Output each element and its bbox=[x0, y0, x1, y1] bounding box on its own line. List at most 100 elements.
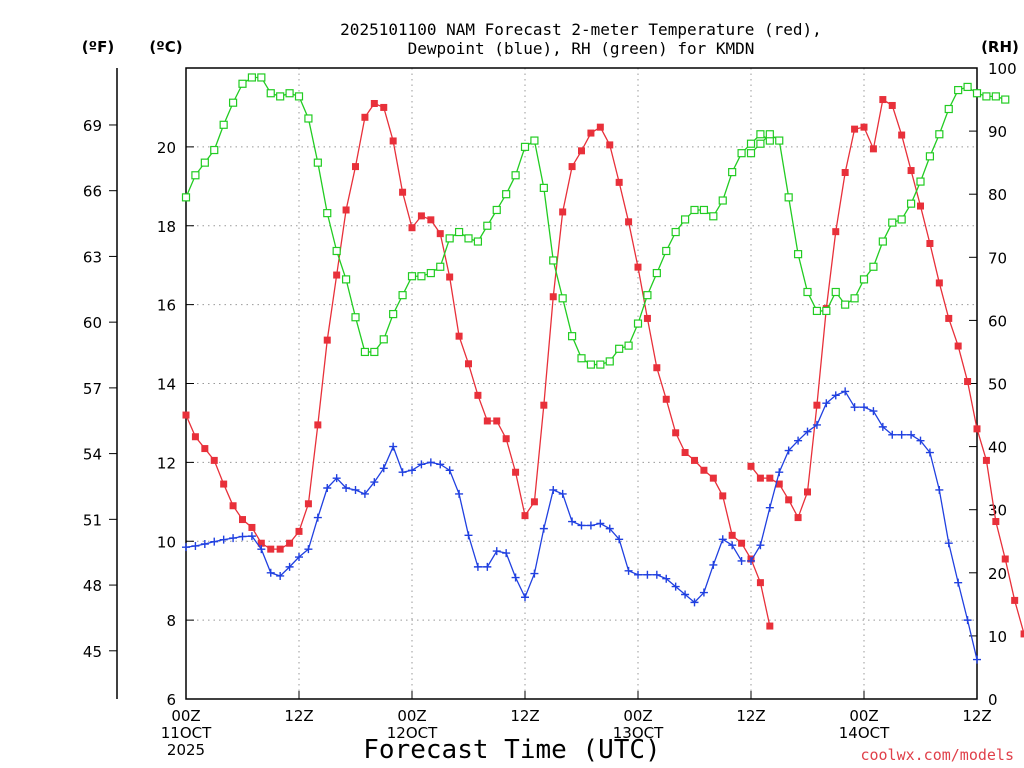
temperature-point bbox=[888, 101, 896, 109]
dewpoint-point bbox=[464, 531, 473, 540]
dewpoint-point bbox=[229, 534, 238, 543]
rh-point bbox=[1001, 95, 1010, 104]
dewpoint-point bbox=[304, 545, 313, 554]
dewpoint-point bbox=[285, 562, 294, 571]
temperature-point bbox=[417, 212, 425, 220]
rh-point bbox=[238, 79, 247, 88]
fahrenheit-tick-label: 69 bbox=[83, 117, 102, 135]
temperature-point bbox=[954, 342, 962, 350]
dewpoint-point bbox=[370, 478, 379, 487]
dewpoint-point bbox=[615, 535, 624, 544]
rh-point bbox=[191, 171, 200, 180]
rh-tick-label: 10 bbox=[988, 628, 1007, 646]
rh-tick-label: 50 bbox=[988, 376, 1007, 394]
rh-point bbox=[841, 300, 850, 309]
x-axis-title: Forecast Time (UTC) bbox=[363, 735, 660, 765]
dewpoint-point bbox=[605, 524, 614, 533]
rh-point bbox=[549, 256, 558, 265]
dewpoint-point bbox=[765, 503, 774, 512]
temperature-point bbox=[662, 395, 670, 403]
temperature-point bbox=[813, 401, 821, 409]
dewpoint-point bbox=[210, 537, 219, 546]
dewpoint-point bbox=[568, 517, 577, 526]
dewpoint-point bbox=[850, 403, 859, 412]
celsius-tick-label: 10 bbox=[157, 533, 176, 551]
dewpoint-point bbox=[360, 489, 369, 498]
dewpoint-point bbox=[408, 466, 416, 475]
rh-point bbox=[897, 215, 906, 224]
dewpoint-point bbox=[502, 549, 511, 558]
rh-tick-label: 30 bbox=[988, 502, 1007, 520]
temperature-point bbox=[964, 378, 972, 386]
fahrenheit-tick-label: 51 bbox=[83, 511, 102, 529]
rh-point bbox=[228, 98, 238, 107]
rh-point bbox=[558, 294, 567, 303]
rh-point bbox=[775, 136, 784, 145]
rh-point bbox=[944, 104, 953, 114]
rh-point bbox=[680, 215, 690, 224]
rh-point bbox=[389, 309, 398, 319]
x-tick-label: 00Z bbox=[623, 707, 652, 725]
temperature-point bbox=[380, 103, 388, 111]
dewpoint-point bbox=[238, 532, 247, 541]
dewpoint-point bbox=[426, 458, 435, 467]
dewpoint-point bbox=[822, 399, 831, 408]
rh-point bbox=[643, 291, 652, 300]
rh-point bbox=[304, 114, 313, 123]
temperature-point bbox=[295, 527, 303, 535]
temperature-point bbox=[587, 129, 595, 137]
celsius-tick-label: 14 bbox=[157, 376, 176, 394]
rh-point bbox=[341, 275, 351, 284]
dewpoint-point bbox=[671, 582, 680, 591]
temperature-point bbox=[389, 137, 397, 145]
rh-point bbox=[502, 190, 511, 199]
rh-point bbox=[831, 287, 840, 297]
rh-point bbox=[982, 92, 991, 101]
source-credit: coolwx.com/models bbox=[860, 746, 1014, 764]
rh-point bbox=[709, 212, 718, 221]
x-tick-label: 2025 bbox=[167, 741, 205, 759]
temperature-point bbox=[521, 512, 529, 520]
dewpoint-point bbox=[389, 442, 398, 451]
temperature-point bbox=[248, 523, 256, 531]
dewpoint-point bbox=[247, 532, 256, 541]
rh-point bbox=[407, 272, 417, 281]
dewpoint-point bbox=[313, 513, 322, 522]
temperature-point bbox=[182, 411, 190, 419]
rh-point bbox=[332, 246, 341, 256]
temperature-point bbox=[408, 224, 416, 232]
rh-point bbox=[492, 205, 501, 215]
temperature-point bbox=[257, 539, 265, 547]
dewpoint-point bbox=[417, 460, 426, 469]
temperature-point bbox=[446, 273, 454, 281]
x-tick-label: 00Z bbox=[397, 707, 426, 725]
temperature-point bbox=[992, 518, 1000, 526]
dewpoint-point bbox=[511, 573, 520, 582]
rh-point bbox=[765, 130, 774, 139]
rh-point bbox=[351, 313, 360, 322]
temperature-point bbox=[766, 474, 774, 482]
temperature-point bbox=[578, 147, 585, 155]
temperature-point bbox=[1001, 555, 1009, 563]
x-tick-label: 11OCT bbox=[161, 724, 212, 742]
dewpoint-point bbox=[492, 547, 501, 556]
temperature-point bbox=[483, 417, 491, 425]
celsius-tick-label: 18 bbox=[157, 218, 176, 236]
temperature-point bbox=[286, 539, 294, 547]
rh-tick-label: 100 bbox=[988, 60, 1017, 78]
temperature-point bbox=[917, 202, 924, 210]
temperature-point bbox=[615, 178, 623, 186]
temperature-point bbox=[747, 462, 755, 470]
rh-point bbox=[276, 92, 285, 101]
rh-point bbox=[756, 130, 765, 139]
temperature-point bbox=[530, 498, 538, 506]
fahrenheit-tick-label: 48 bbox=[83, 577, 102, 595]
temperature-point bbox=[512, 468, 520, 476]
dewpoint-point bbox=[907, 430, 916, 439]
rh-point bbox=[991, 92, 1000, 101]
dewpoint-point bbox=[436, 460, 445, 469]
dewpoint-point bbox=[869, 407, 878, 416]
x-tick-label: 00Z bbox=[171, 707, 200, 725]
dewpoint-point bbox=[200, 540, 209, 549]
temperature-point bbox=[361, 113, 369, 121]
